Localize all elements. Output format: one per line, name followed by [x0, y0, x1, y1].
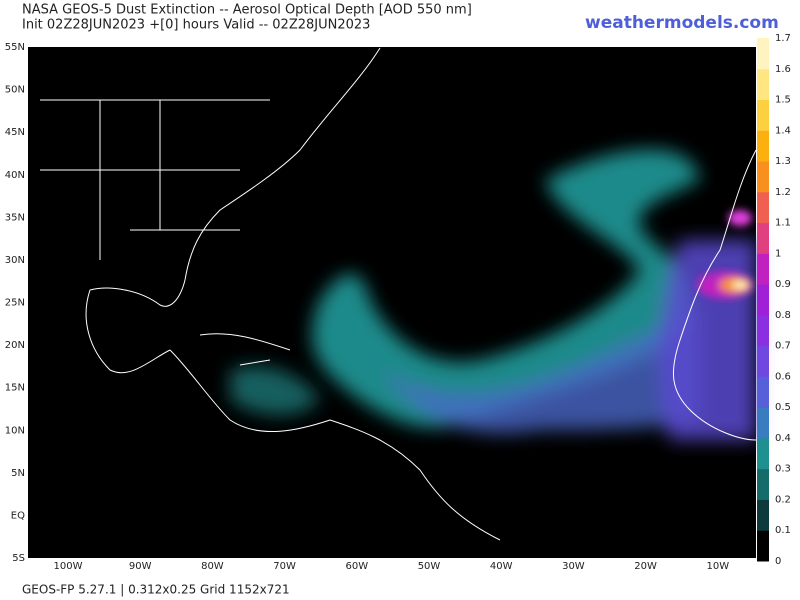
lon-label: 100W: [54, 561, 83, 572]
colorbar-label: 0.6: [775, 371, 791, 382]
lat-label: 30N: [5, 255, 25, 266]
colorbar-segment: [757, 161, 769, 193]
colorbar-label: 1.1: [775, 218, 791, 229]
lon-label: 50W: [418, 561, 441, 572]
colorbar-segment: [757, 130, 769, 162]
colorbar-label: 0.5: [775, 402, 791, 413]
lat-label: 35N: [5, 212, 25, 223]
lat-label: 5N: [11, 468, 25, 479]
colorbar-segment: [757, 253, 769, 285]
colorbar-label: 1.7: [775, 33, 791, 44]
subtitle: Init 02Z28JUN2023 +[0] hours Valid -- 02…: [22, 18, 370, 33]
lon-label: 20W: [634, 561, 657, 572]
lon-label: 30W: [562, 561, 585, 572]
colorbar-segment: [757, 99, 769, 131]
lat-label: 40N: [5, 170, 25, 181]
colorbar: 0 0.1 0.2 0.3 0.4 0.5 0.6 0.7 0.8 0.9 1 1.1 1.2 1.3 1.…: [757, 33, 791, 567]
colorbar-label: 1.3: [775, 156, 791, 167]
colorbar-label: 1.6: [775, 64, 791, 75]
colorbar-label: 1: [775, 248, 781, 259]
colorbar-segment: [757, 68, 769, 101]
coastlines: [40, 47, 757, 541]
footer: GEOS-FP 5.27.1 | 0.312x0.25 Grid 1152x72…: [22, 583, 290, 597]
colorbar-label: 0.8: [775, 310, 791, 321]
colorbar-segment: [757, 222, 769, 254]
colorbar-segment: [757, 345, 769, 377]
lat-label: 10N: [5, 425, 25, 436]
colorbar-segment: [757, 530, 769, 562]
colorbar-segment: [757, 437, 769, 470]
lat-label: 50N: [5, 85, 25, 96]
lon-label: 40W: [490, 561, 513, 572]
lon-label: 60W: [345, 561, 368, 572]
colorbar-label: 0.3: [775, 464, 791, 475]
colorbar-label: 0.9: [775, 279, 791, 290]
title: NASA GEOS-5 Dust Extinction -- Aerosol O…: [22, 3, 472, 18]
lon-label: 80W: [201, 561, 224, 572]
colorbar-segment: [757, 407, 769, 439]
colorbar-label: 0.2: [775, 494, 791, 505]
colorbar-label: 1.4: [775, 125, 791, 136]
colorbar-segment: [757, 314, 769, 347]
lat-label: 25N: [5, 298, 25, 309]
colorbar-segment: [757, 191, 769, 224]
colorbar-segment: [757, 284, 769, 316]
colorbar-label: 1.5: [775, 95, 791, 106]
colorbar-label: 0.4: [775, 433, 791, 444]
lon-label: 70W: [273, 561, 296, 572]
colorbar-segment: [757, 38, 769, 70]
lat-label: EQ: [11, 510, 25, 521]
lat-label: 15N: [5, 383, 25, 394]
colorbar-segment: [757, 468, 769, 500]
colorbar-segment: [757, 376, 769, 408]
colorbar-segment: [757, 499, 769, 531]
lon-label: 10W: [706, 561, 729, 572]
lat-label: 55N: [5, 42, 25, 53]
map: [28, 47, 757, 558]
lon-label: 90W: [129, 561, 152, 572]
dust-core: [697, 210, 753, 299]
colorbar-label: 1.2: [775, 187, 791, 198]
lat-label: 20N: [5, 340, 25, 351]
colorbar-label: 0.1: [775, 525, 791, 536]
lat-label: 5S: [12, 553, 25, 564]
colorbar-label: 0: [775, 556, 781, 567]
site-name: weathermodels.com: [585, 13, 779, 33]
colorbar-label: 0.7: [775, 341, 791, 352]
lat-label: 45N: [5, 127, 25, 138]
